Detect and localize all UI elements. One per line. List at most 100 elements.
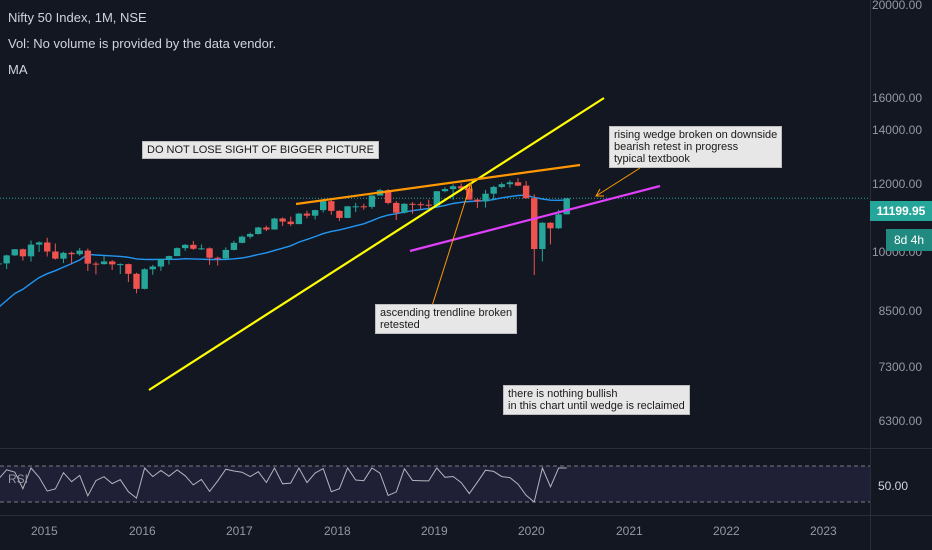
candle (255, 226, 262, 235)
candle-body (190, 244, 197, 249)
candle-body (76, 250, 83, 255)
current-price-tag: 11199.95 (870, 201, 932, 221)
price-tick-12000: 12000.00 (871, 177, 922, 191)
candle (19, 248, 27, 261)
annotation-arrow-wedge (595, 167, 641, 197)
candle-body (222, 249, 229, 259)
time-tick-2018: 2018 (324, 524, 351, 538)
legend-ma[interactable]: MA (8, 62, 28, 77)
candle (214, 256, 221, 266)
legend-symbol[interactable]: Nifty 50 Index, 1M, NSE (8, 10, 147, 25)
candle (425, 199, 432, 210)
trendline-drawings (148, 97, 661, 391)
candle (100, 254, 108, 265)
candle-body (295, 213, 303, 225)
candle (287, 216, 294, 227)
candle (531, 194, 538, 276)
candle (352, 202, 359, 213)
candle (141, 268, 148, 290)
candle (35, 241, 43, 252)
price-tick-20000: 20000.00 (871, 0, 922, 12)
candle-body (555, 214, 562, 229)
candle-body (514, 182, 522, 186)
note-rising-wedge[interactable]: rising wedge broken on downside bearish … (609, 126, 783, 168)
time-tick-2015: 2015 (31, 524, 58, 538)
candle (11, 249, 18, 256)
candle-body (466, 188, 473, 200)
candle-body (563, 198, 570, 215)
candle (3, 254, 10, 270)
candle (279, 217, 286, 227)
candle (539, 222, 546, 262)
candle-body (149, 266, 156, 270)
candle-body (3, 255, 10, 264)
candle (133, 272, 140, 294)
candle (490, 185, 497, 201)
time-tick-2017: 2017 (226, 524, 253, 538)
candle-body (84, 250, 92, 264)
candle-body (303, 213, 311, 216)
candle-body (474, 199, 481, 202)
candle (360, 203, 367, 210)
candle (344, 205, 351, 218)
time-tick-2019: 2019 (421, 524, 448, 538)
candle-body (393, 202, 400, 213)
time-tick-2016: 2016 (129, 524, 156, 538)
time-tick-2022: 2022 (713, 524, 740, 538)
candle-body (279, 218, 286, 222)
candle-body (52, 251, 59, 259)
candle (246, 232, 254, 239)
candle-body (173, 248, 181, 257)
rsi-label[interactable]: RSI (8, 472, 29, 486)
candle-body (133, 273, 140, 289)
candle (149, 264, 156, 275)
candle (117, 263, 124, 275)
rsi-band (0, 466, 870, 502)
candle-body (490, 186, 497, 194)
candle-body (60, 252, 67, 259)
candle-body (336, 210, 343, 218)
candle-body (522, 185, 530, 199)
time-tick-2020: 2020 (518, 524, 545, 538)
candle (230, 240, 238, 251)
candle (514, 178, 522, 187)
candle (311, 209, 319, 220)
annotation-arrow-trendline (431, 182, 472, 307)
candle (498, 182, 505, 189)
candle-body (531, 198, 538, 250)
candle-body (344, 206, 351, 218)
note-bigger-picture[interactable]: DO NOT LOSE SIGHT OF BIGGER PICTURE (142, 141, 379, 159)
candle (206, 247, 213, 265)
candle-body (539, 222, 546, 250)
note-ascending-trendline[interactable]: ascending trendline broken retested (375, 304, 518, 334)
candle (44, 237, 51, 257)
candle (368, 195, 376, 209)
candle-body (271, 218, 278, 230)
price-tick-7300: 7300.00 (878, 360, 922, 374)
price-tick-16000: 16000.00 (871, 91, 922, 105)
candle (393, 201, 400, 221)
arrow-head (464, 181, 473, 193)
price-tick-14000: 14000.00 (871, 123, 922, 137)
candle (303, 210, 311, 219)
candle (295, 212, 303, 225)
candle (52, 243, 59, 260)
candle-body (287, 221, 294, 225)
candle-body (547, 222, 554, 229)
candle-body (482, 193, 489, 202)
ascending-trendline (148, 97, 605, 391)
candle-body (441, 189, 449, 192)
candle-body (409, 203, 416, 205)
price-tick-6300: 6300.00 (878, 414, 922, 428)
note-nothing-bullish[interactable]: there is nothing bullish in this chart u… (503, 385, 690, 415)
candle (409, 202, 416, 214)
candle-body (182, 244, 189, 249)
candle (60, 251, 67, 264)
candle-body (44, 242, 51, 252)
candle (449, 184, 457, 200)
candle-body (19, 249, 27, 257)
candle-body (108, 261, 116, 265)
candle (433, 191, 441, 206)
legend-volume[interactable]: Vol: No volume is provided by the data v… (8, 36, 277, 51)
